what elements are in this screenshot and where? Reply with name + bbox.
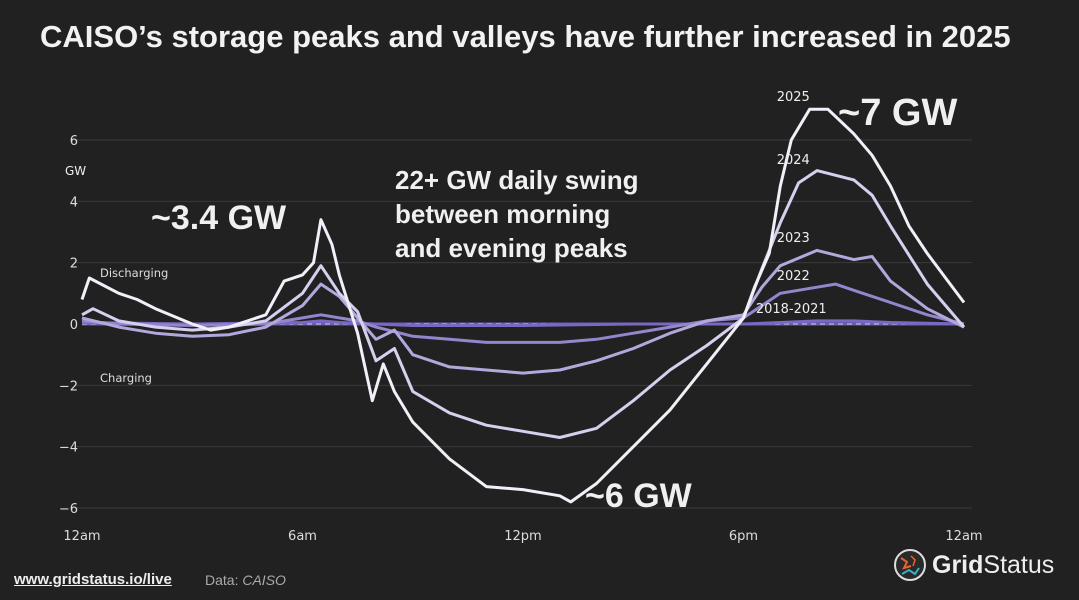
- annotation-swing-line: and evening peaks: [395, 233, 628, 263]
- y-tick-label: 0: [70, 318, 78, 333]
- series-label-2024: 2024: [777, 153, 810, 168]
- gridstatus-logo-icon: [894, 549, 926, 581]
- y-tick-label: 6: [70, 134, 78, 149]
- series-label-2023: 2023: [777, 231, 810, 246]
- data-source-label: Data:: [205, 572, 239, 588]
- charging-label: Charging: [100, 371, 152, 385]
- chart-title: CAISO’s storage peaks and valleys have f…: [40, 19, 1011, 54]
- series-label-2018-2021: 2018-2021: [756, 302, 827, 317]
- y-axis-label: GW: [65, 164, 86, 178]
- annotation-swing-line: between morning: [395, 199, 610, 229]
- annotation-swing-line: 22+ GW daily swing: [395, 165, 638, 195]
- data-source-name: CAISO: [242, 572, 286, 588]
- annotation-evening-peak: ~7 GW: [838, 92, 957, 134]
- logo-text: Status: [983, 550, 1055, 579]
- series-label-2022: 2022: [777, 269, 810, 284]
- series-line-2018-2021: [81, 319, 965, 327]
- y-tick-label: −2: [59, 379, 78, 394]
- discharging-label: Discharging: [100, 266, 168, 280]
- y-tick-label: 2: [70, 257, 78, 272]
- series-label-2025: 2025: [777, 90, 810, 105]
- gridstatus-logo: GridStatus: [893, 548, 1054, 582]
- series-line-2023: [81, 248, 965, 375]
- series-line-2025: [80, 107, 966, 504]
- y-tick-label: −4: [59, 441, 78, 456]
- x-tick-label: 12am: [63, 529, 100, 544]
- y-tick-label: −6: [59, 502, 78, 517]
- series-line-2022: [81, 282, 965, 344]
- x-tick-label: 6pm: [729, 529, 758, 544]
- y-tick-label: 4: [70, 195, 78, 210]
- annotation-valley: ~6 GW: [585, 477, 693, 515]
- x-tick-label: 12am: [945, 529, 982, 544]
- logo-text-bold: Grid: [932, 550, 984, 579]
- x-tick-label: 12pm: [504, 529, 541, 544]
- x-tick-label: 6am: [288, 529, 317, 544]
- gridstatus-link[interactable]: www.gridstatus.io/live: [14, 571, 172, 588]
- data-source: Data: CAISO: [205, 572, 286, 588]
- annotation-morning-peak: ~3.4 GW: [151, 199, 287, 237]
